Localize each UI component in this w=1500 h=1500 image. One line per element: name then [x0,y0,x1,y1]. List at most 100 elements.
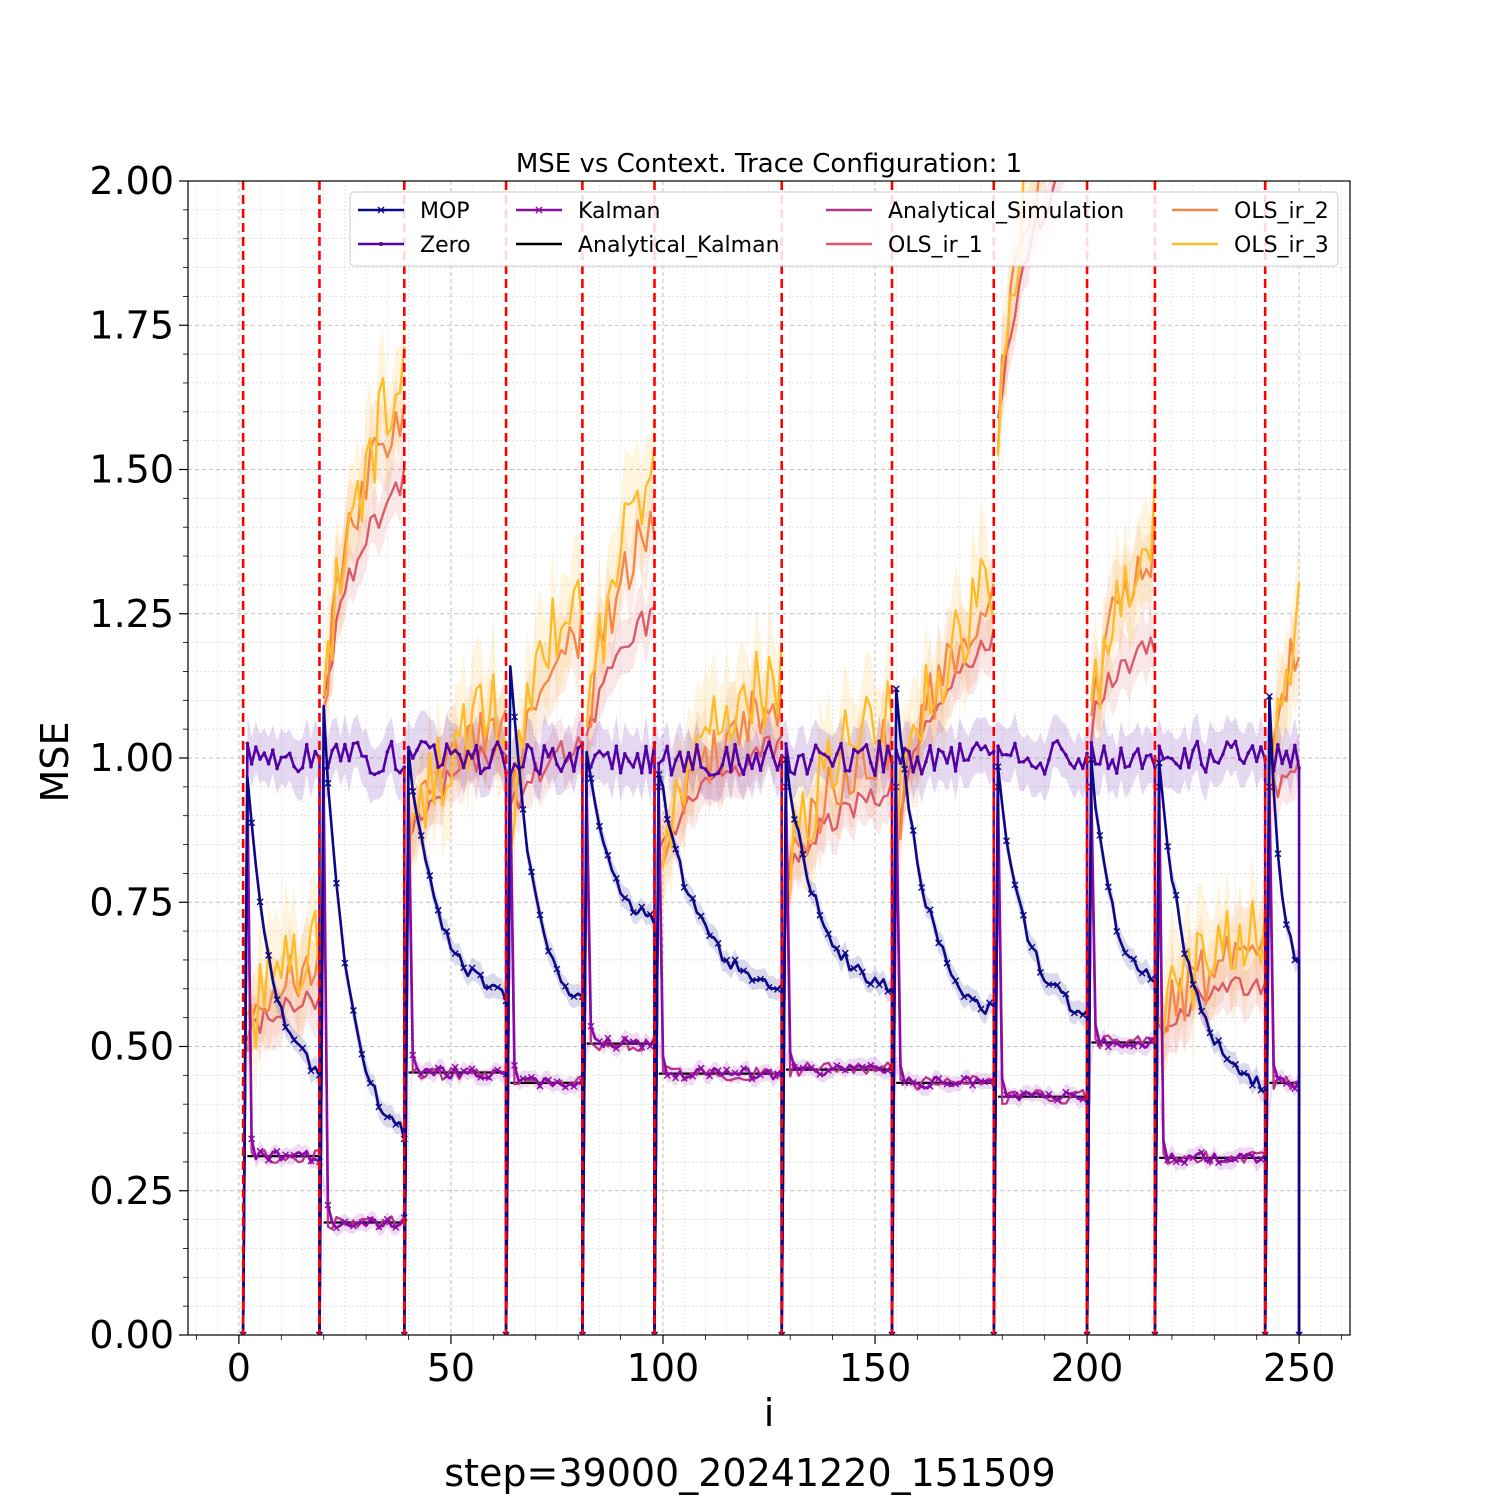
zero-marker [271,748,275,752]
zero-marker [682,769,686,773]
kalman-marker [790,1063,798,1071]
mop-marker [1028,943,1036,951]
zero-marker [975,741,979,745]
mop-marker [646,910,654,918]
mop-marker [884,987,892,995]
zero-marker [690,767,695,771]
kalman-marker [977,1077,985,1085]
zero-marker [733,742,737,747]
zero-marker [945,761,949,765]
kalman-marker [850,1064,858,1072]
x-axis-label: i [764,1391,775,1435]
zero-marker [762,751,767,755]
zero-marker [699,765,703,769]
mop-marker [1291,956,1299,964]
kalman-marker [595,1038,603,1046]
mop-marker [875,981,883,989]
x-tick-label: 200 [1051,1346,1124,1390]
kalman-marker [1053,1096,1061,1104]
ols-band [1091,487,1155,749]
mop-marker [778,1331,786,1335]
kalman-marker [841,1066,849,1074]
zero-marker [856,750,860,755]
mop-marker [383,1113,391,1121]
legend-marker [379,242,383,246]
mop-marker [426,872,434,880]
zero-marker [538,772,542,776]
segment-boundaries [241,181,1267,1335]
zero-marker [1254,759,1259,764]
zero-marker [1136,747,1140,751]
mop-marker [519,805,527,813]
kalman-marker [858,1063,866,1071]
mop-marker [1295,1331,1303,1335]
kalman-marker [1240,1152,1248,1160]
kalman-marker [1232,1155,1239,1163]
zero-marker [415,748,419,752]
zero-marker [1237,757,1242,761]
kalman-marker [740,1065,748,1073]
mop-marker [824,930,832,938]
zero-marker [1004,752,1009,757]
zero-marker [1250,744,1255,748]
y-tick-label: 0.75 [89,880,174,924]
zero-marker [873,773,877,778]
mop-marker [943,959,951,967]
ols-ir-2-line [509,602,584,795]
mop-marker [994,763,1002,771]
zero-marker [864,742,869,747]
zero-marker [1182,746,1187,751]
y-tick-label: 1.00 [89,736,174,780]
mop-marker [1147,975,1155,983]
kalman-marker [1291,1085,1299,1093]
mop-marker [1070,1009,1078,1017]
mop-marker [358,1050,366,1058]
kalman-marker [1070,1091,1078,1099]
zero-marker [559,769,563,774]
zero-marker [1013,741,1017,746]
kalman-marker [1036,1090,1044,1098]
kalman-marker [1257,1155,1265,1163]
zero-marker [907,749,911,754]
ols-band [323,301,405,741]
zero-marker [597,749,602,754]
zero-marker [364,754,368,759]
zero-marker [436,765,441,770]
x-tick-label: 150 [839,1346,912,1390]
zero-marker [623,751,627,756]
ols-band [510,569,583,834]
mop-marker [1138,969,1146,977]
zero-marker [962,758,966,763]
kalman-marker [1019,1089,1027,1097]
zero-marker [1170,756,1174,761]
mop-marker [1257,1086,1265,1094]
zero-marker [287,751,292,756]
zero-marker [966,758,971,762]
y-axis: 0.00 0.25 0.50 0.75 1.00 1.25 1.50 1.75 2.00 [89,159,188,1357]
kalman-marker [816,1070,824,1078]
mop-marker [986,999,994,1007]
kalman-marker [426,1067,434,1075]
zero-marker [661,758,665,762]
kalman-marker [273,1147,281,1155]
mop-marker [1181,950,1189,958]
zero-marker [423,740,428,745]
zero-marker [461,765,466,770]
x-tick-label: 250 [1263,1346,1336,1390]
zero-marker [1144,754,1149,758]
x-axis: 0 50 100 150 200 250 [196,1335,1342,1390]
zero-marker [1089,740,1094,745]
zero-marker [406,745,411,750]
zero-marker [1148,753,1153,757]
zero-marker [1216,761,1221,765]
zero-marker [292,764,296,769]
zero-marker [529,747,534,751]
zero-marker [410,756,415,760]
legend-label: MOP [420,199,470,224]
kalman-marker [799,1064,807,1072]
legend-label: OLS_ir_3 [1234,233,1329,258]
legend-box [349,191,1339,267]
legend-marker [377,206,385,214]
zero-marker [1284,749,1289,754]
y-axis-label: MSE [33,722,77,803]
